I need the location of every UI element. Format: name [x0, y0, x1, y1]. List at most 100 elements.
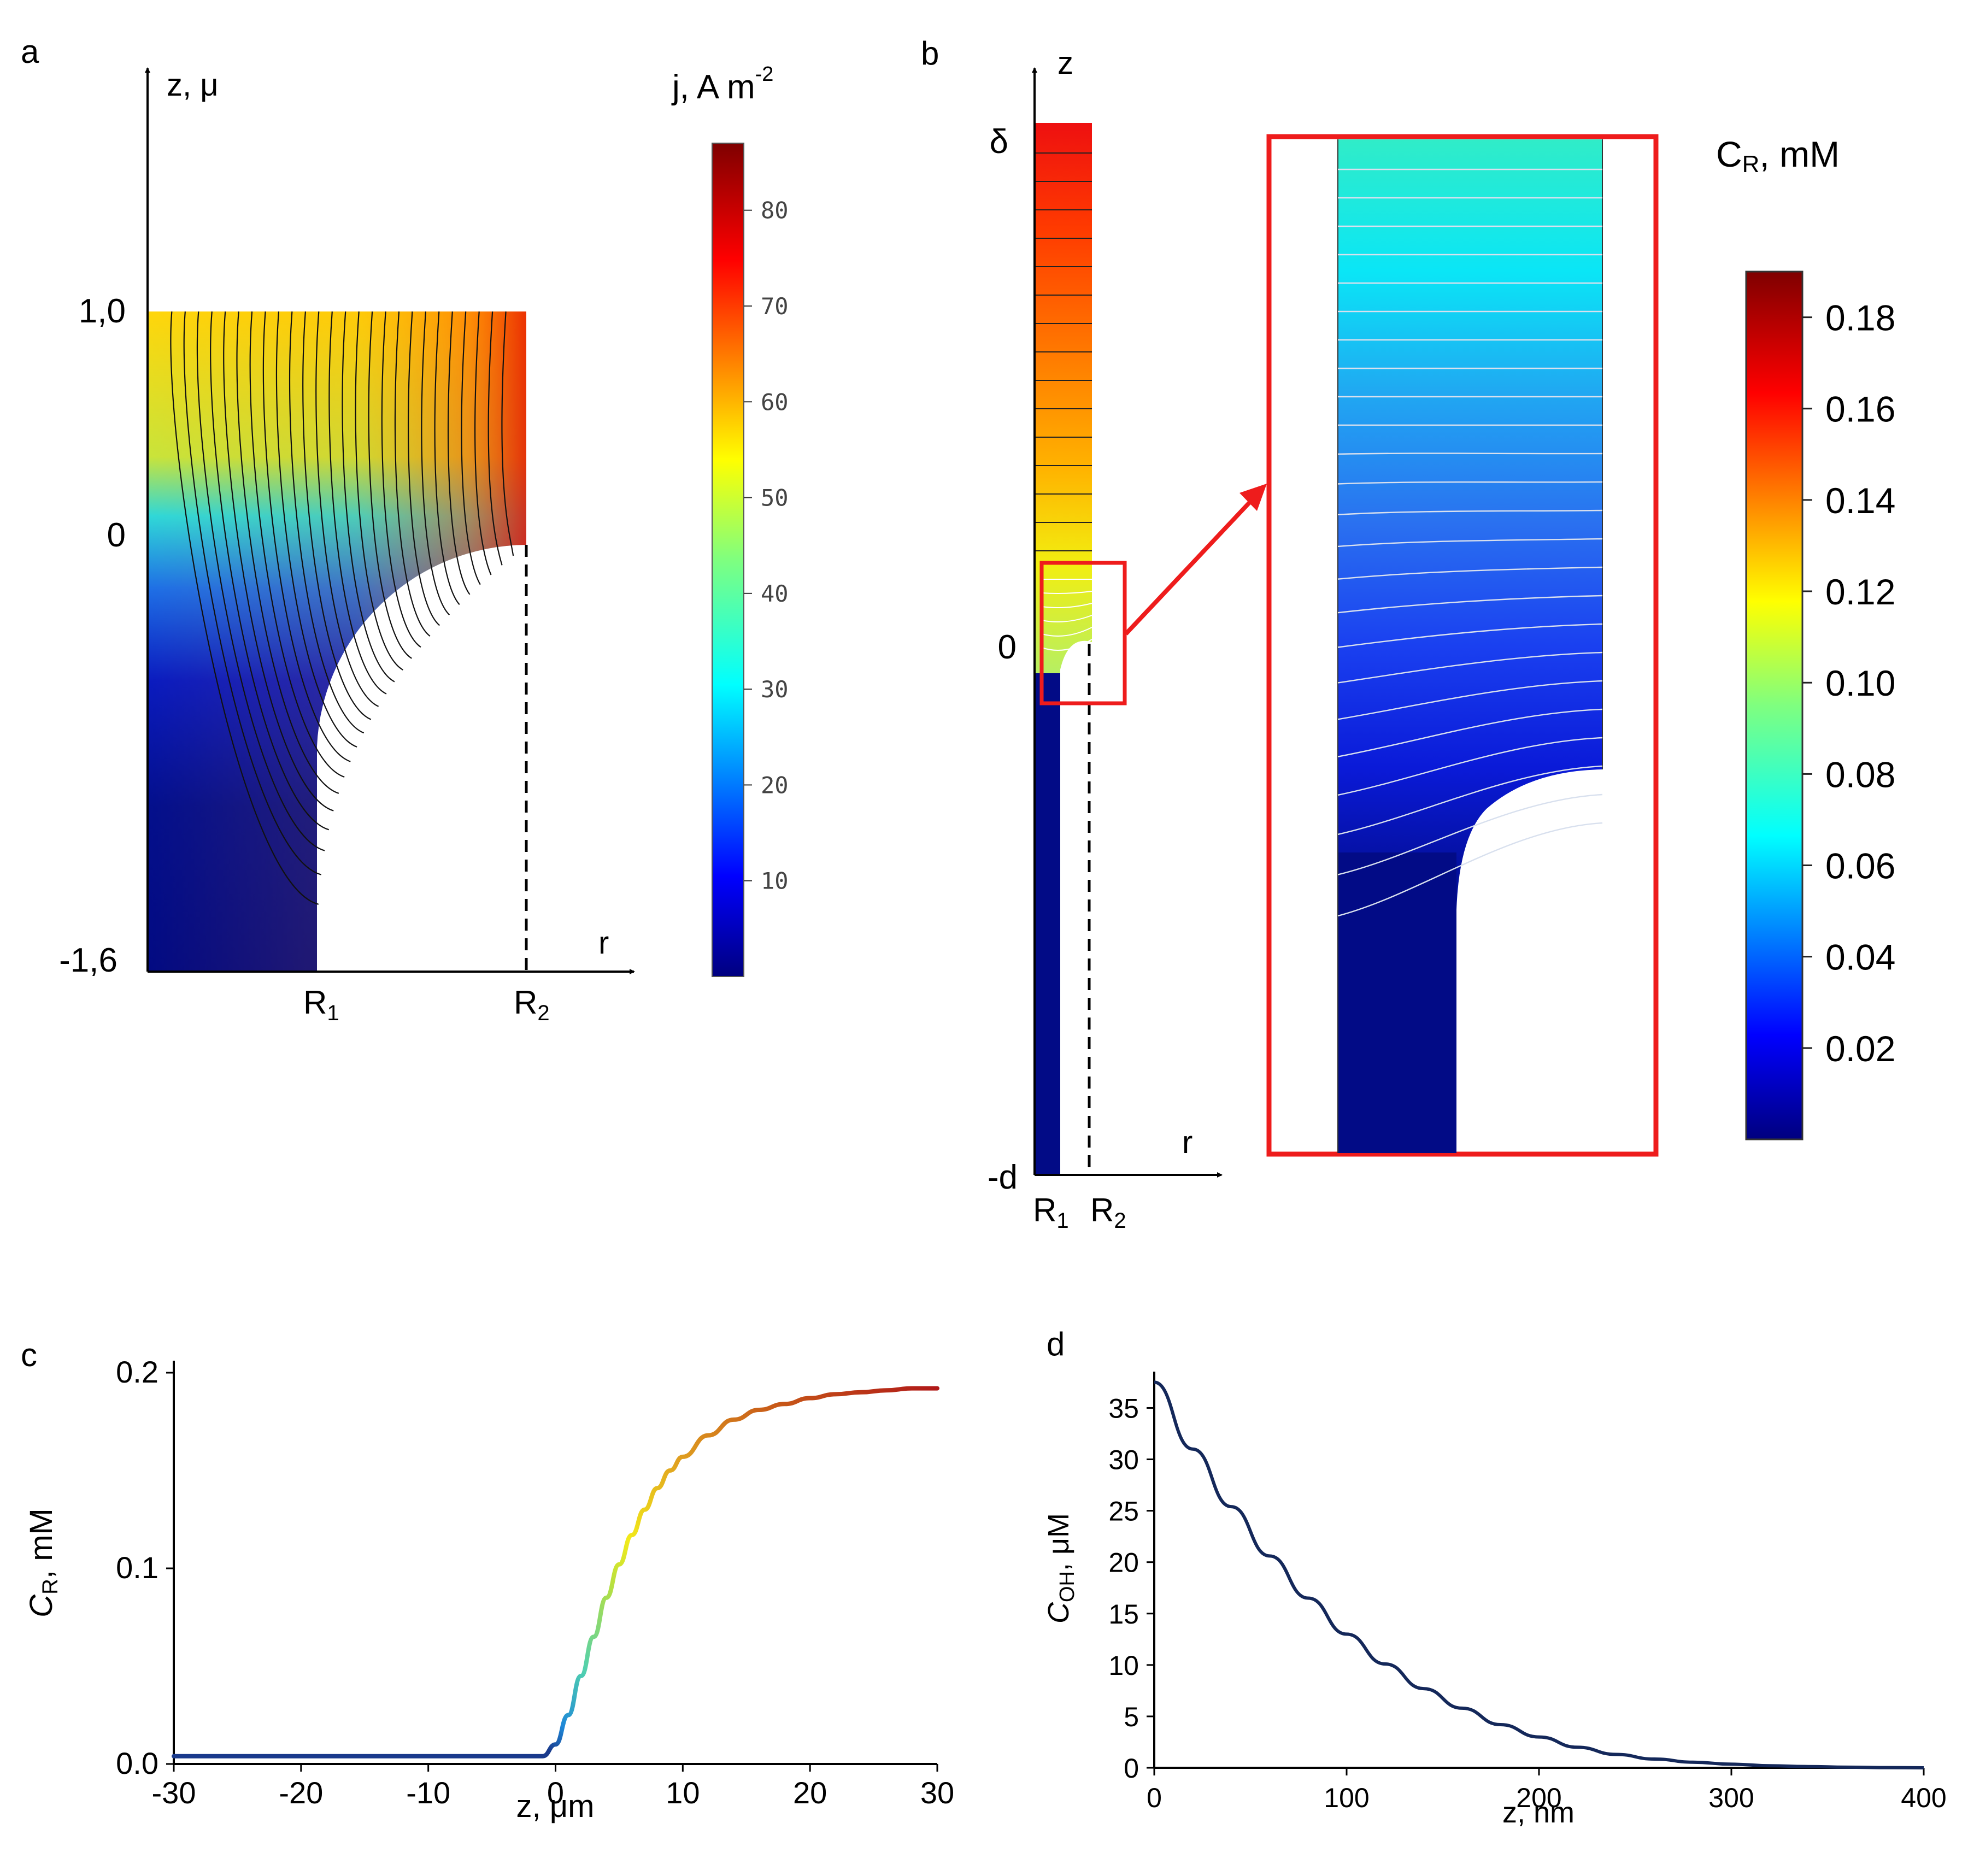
panel-c-y-tick-label: 0.0 [116, 1746, 158, 1780]
panel-a-flux-line [170, 311, 319, 905]
panel-c-x-tick-label: 30 [920, 1775, 954, 1810]
panel-d-y-tick-label: 35 [1108, 1393, 1139, 1424]
panel-d-x-tick-label: 100 [1324, 1783, 1369, 1813]
panel-b-inset-solid [1338, 852, 1456, 1153]
panel-b-colorbar-tick-label: 0.16 [1825, 389, 1895, 430]
panel-c-ticks: -30 -20 -10 0 10 20 30 0.0 0.1 0.2 [116, 1355, 954, 1810]
panel-c-x-tick-label: 0 [547, 1775, 564, 1810]
panel-a-flux-line [448, 311, 471, 595]
panel-d-x-tick-label: 200 [1516, 1783, 1561, 1813]
panel-c: c -30 -20 -10 0 10 20 30 0.0 0.1 0.2 z, μm CR, mM [21, 1337, 954, 1824]
panel-b-zoom-arrow [1124, 493, 1259, 636]
panel-a-colorbar-tick-label: 80 [761, 197, 789, 224]
panel-a-flux-line [262, 311, 351, 762]
panel-b-inset-isoline [1337, 623, 1603, 648]
panel-c-x-label: z, μm [516, 1789, 595, 1824]
panel-a-z-tick-0: 0 [107, 516, 126, 554]
panel-b-inset-isolines [1337, 168, 1603, 917]
panel-d-y-tick-label: 0 [1124, 1753, 1139, 1784]
panel-b-inset-isoline [1337, 566, 1603, 580]
panel-a-r2-label: R2 [514, 984, 550, 1025]
panel-a-flux-line [328, 311, 387, 695]
panel-a-flux-line [342, 311, 395, 683]
panel-a-colorbar-ticks: 80 70 60 50 40 30 20 10 [744, 197, 789, 895]
panel-a-colorbar-tick-label: 30 [761, 676, 789, 703]
panel-a-z-tick-1: 1,0 [79, 292, 126, 330]
panel-d-x-tick-label: 400 [1901, 1783, 1946, 1813]
panel-b-colorbar-ticks: 0.18 0.16 0.14 0.12 0.10 0.08 0.06 0.04 0.02 [1802, 298, 1895, 1069]
panel-b-colorbar-tick-label: 0.02 [1825, 1028, 1895, 1069]
panel-b-isoline-curved [1041, 603, 1092, 608]
panel-a-flux-line [210, 311, 330, 831]
panel-d-y-tick-label: 25 [1108, 1496, 1139, 1527]
panel-b-inset-isoline [1337, 680, 1603, 720]
panel-c-y-tick-label: 0.2 [116, 1355, 158, 1389]
panel-d-x-tick-label: 300 [1708, 1783, 1754, 1813]
panel-b-isolines [1035, 152, 1092, 551]
panel-b-inset-isoline [1337, 509, 1603, 515]
panel-a-flux-line [394, 311, 431, 637]
panel-a-flux-line [408, 311, 440, 626]
panel-a-flux-line [183, 311, 321, 875]
panel-c-x-tick-label: 20 [793, 1775, 827, 1810]
panel-d-y-label: COH, μM [1042, 1513, 1079, 1624]
panel-a-flux-line [223, 311, 334, 811]
panel-c-y-tick-label: 0.1 [116, 1550, 158, 1585]
panel-b-isoline-curved [1041, 591, 1092, 594]
panel-b-letter: b [921, 35, 939, 72]
panel-d: d 0 100 200 300 400 0 5 10 15 20 25 30 35 z, nm COH,… [1042, 1326, 1947, 1829]
panel-b-isoline-curved [1041, 639, 1092, 651]
panel-d-y-tick-label: 20 [1108, 1548, 1139, 1578]
panel-b-inset-isoline [1337, 737, 1603, 796]
panel-a-colorbar-tick-label: 70 [761, 293, 789, 320]
panel-a-colorbar-tick-label: 40 [761, 580, 789, 607]
panel-b-r-label: r [1182, 1125, 1192, 1160]
panel-b-inset-isoline [1337, 765, 1603, 836]
panel-b-isoline-curved [1041, 627, 1092, 637]
panel-b-inset-isoline [1337, 595, 1603, 614]
panel-a-colorbar-tick-label: 60 [761, 389, 789, 415]
panel-b-z-tick-0: 0 [998, 628, 1017, 666]
panel-d-ticks: 0 100 200 300 400 0 5 10 15 20 25 30 35 [1108, 1393, 1946, 1813]
panel-a-z-label: z, μ [167, 67, 219, 103]
panel-a-flux-line [368, 311, 412, 659]
panel-c-x-tick-label: -10 [406, 1775, 450, 1810]
panel-a-flux-line [474, 311, 492, 575]
panel-a-flux-line [381, 311, 421, 648]
panel-b-strip-bottom [1035, 673, 1060, 1175]
panel-a-flux-line [434, 311, 460, 605]
panel-a-flux-line [461, 311, 481, 585]
panel-b-r2-label: R2 [1090, 1192, 1126, 1233]
panel-a-flux-line [421, 311, 450, 615]
panel-b-zoom-arrowhead [1239, 484, 1267, 511]
panel-c-series-line [172, 1386, 939, 1759]
panel-a-flux-line [487, 311, 503, 566]
panel-d-y-tick-label: 5 [1124, 1702, 1139, 1732]
panel-c-y-label: CR, mM [24, 1508, 62, 1618]
panel-b-colorbar-tick-label: 0.04 [1825, 937, 1895, 978]
panel-a-flux-line [289, 311, 365, 734]
panel-c-x-tick-label: 10 [666, 1775, 700, 1810]
panel-c-x-tick-label: -20 [279, 1775, 323, 1810]
panel-a-colorbar-tick-label: 10 [761, 868, 789, 895]
panel-b-z-tick-d: -d [988, 1158, 1018, 1196]
panel-b: b z r δ 0 -d R1 R2 CR, mM 0.180.160.140.… [921, 35, 1895, 1233]
panel-c-letter: c [21, 1337, 37, 1373]
panel-b-inset-isoline [1337, 822, 1603, 917]
panel-b-inset-walls [1337, 139, 1603, 1153]
panel-d-y-tick-label: 30 [1108, 1445, 1139, 1475]
panel-a-flux-line [315, 311, 379, 707]
panel-b-isoline-curved [1041, 615, 1092, 622]
panel-b-inset-isoline [1337, 793, 1603, 875]
panel-a-z-tick-neg: -1,6 [59, 942, 118, 979]
panel-b-colorbar-tick-label: 0.06 [1825, 846, 1895, 886]
panel-a-flux-line [501, 311, 514, 556]
panel-a-colorbar-tick-label: 20 [761, 772, 789, 798]
panel-a-letter: a [21, 33, 39, 70]
panel-d-letter: d [1047, 1326, 1065, 1362]
panel-d-x-label: z, nm [1502, 1796, 1575, 1829]
panel-b-inset-isoline [1337, 708, 1603, 757]
panel-b-inset-isoline [1337, 481, 1603, 485]
panel-b-z-label: z [1058, 45, 1073, 81]
